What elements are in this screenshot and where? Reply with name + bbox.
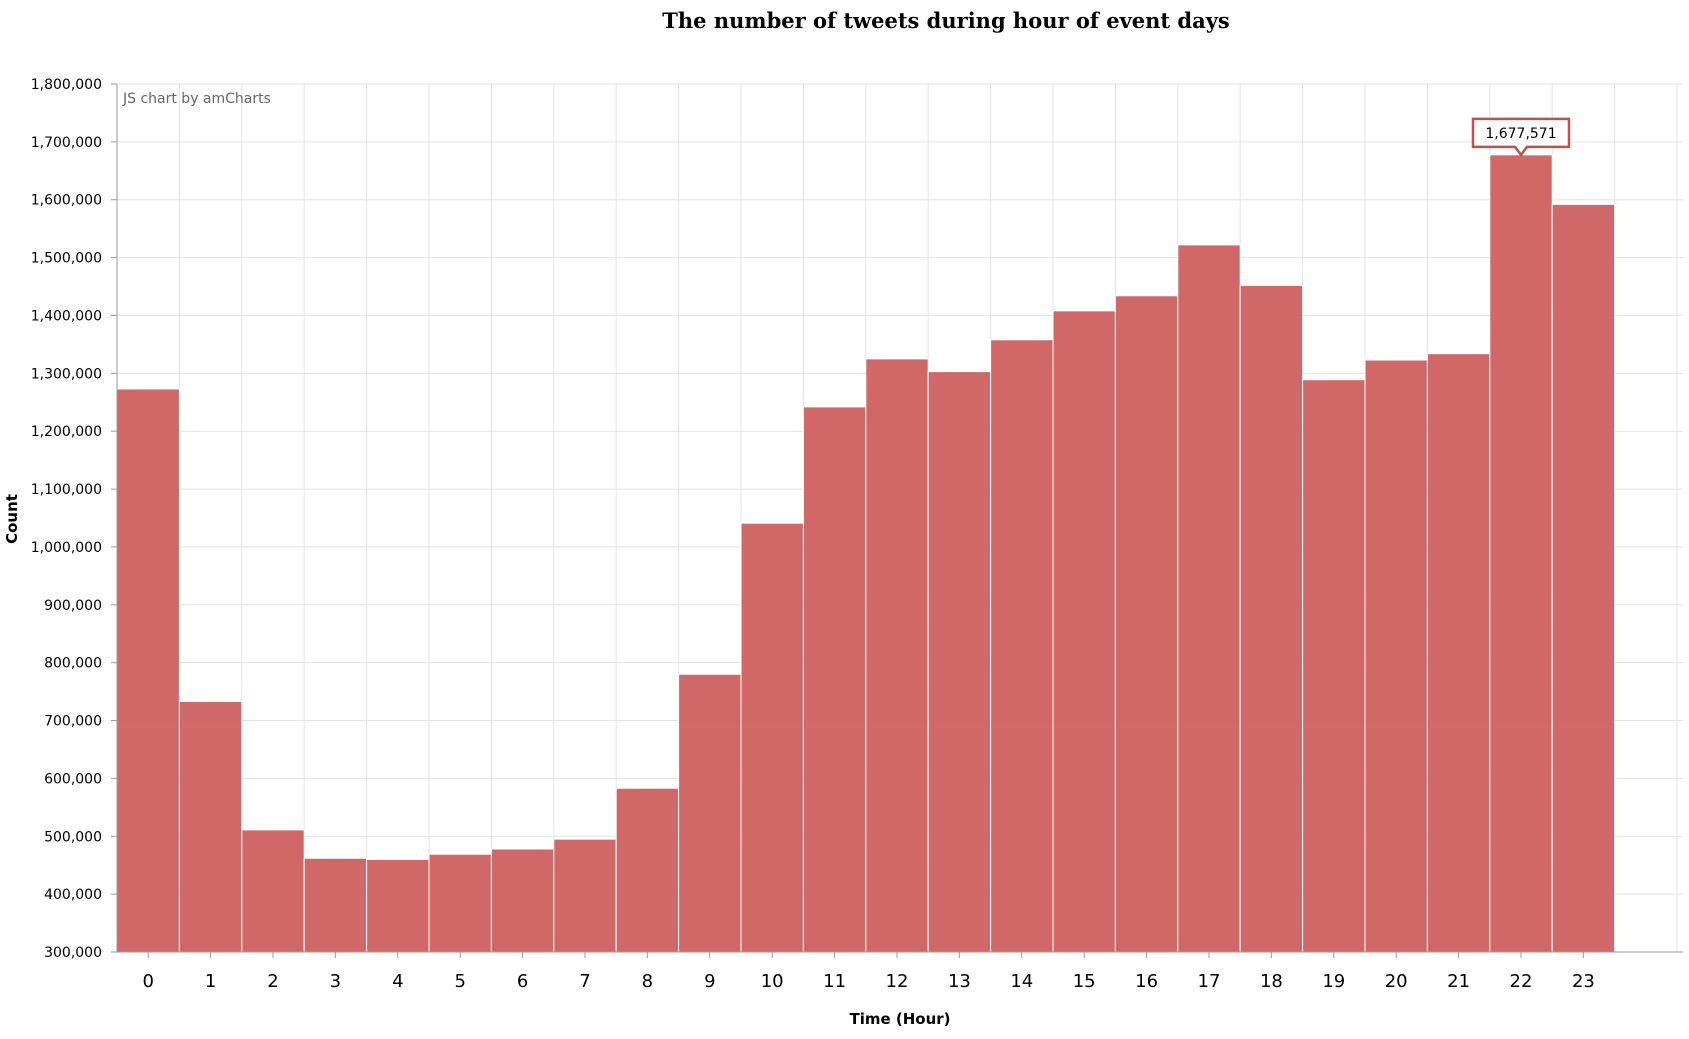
x-tick-label: 12 <box>886 971 909 992</box>
y-tick-label: 1,300,000 <box>31 366 102 382</box>
bar-hour-2[interactable] <box>241 829 305 953</box>
y-tick-label: 700,000 <box>44 714 102 730</box>
value-tooltip: 1,677,571 <box>1471 117 1571 157</box>
bar-hour-16[interactable] <box>1114 295 1179 953</box>
chart-title: The number of tweets during hour of even… <box>662 8 1229 33</box>
bar-hour-19[interactable] <box>1302 379 1366 953</box>
x-tick-label: 9 <box>704 971 715 992</box>
bar-hour-11[interactable] <box>802 406 867 953</box>
x-tick-label: 5 <box>454 971 465 992</box>
x-tick-label: 4 <box>392 971 403 992</box>
x-axis-title: Time (Hour) <box>849 1010 950 1028</box>
bar-hour-13[interactable] <box>927 371 992 953</box>
x-tick-label: 14 <box>1010 971 1033 992</box>
y-tick-label: 1,000,000 <box>31 540 102 556</box>
bar-hour-7[interactable] <box>553 838 617 953</box>
bar-hour-20[interactable] <box>1364 359 1428 953</box>
bar-hour-12[interactable] <box>865 358 929 953</box>
bar-hour-21[interactable] <box>1426 353 1491 953</box>
axes <box>116 84 1683 953</box>
x-tick-label: 20 <box>1385 971 1408 992</box>
x-tick-label: 8 <box>642 971 653 992</box>
y-tick-label: 400,000 <box>44 887 102 903</box>
bar-hour-4[interactable] <box>366 858 430 953</box>
x-tick-label: 10 <box>761 971 784 992</box>
x-tick-label: 16 <box>1135 971 1158 992</box>
y-tick-label: 600,000 <box>44 771 102 787</box>
bar-hour-8[interactable] <box>615 787 680 953</box>
x-tick-label: 19 <box>1322 971 1345 992</box>
bar-hour-15[interactable] <box>1052 310 1116 953</box>
x-tick-label: 22 <box>1510 971 1533 992</box>
bar-hour-6[interactable] <box>490 848 555 953</box>
tooltip-value: 1,677,571 <box>1485 126 1556 142</box>
y-tick-label: 500,000 <box>44 829 102 845</box>
y-axis-title: Count <box>3 494 21 544</box>
x-tick-label: 11 <box>823 971 846 992</box>
bar-hour-14[interactable] <box>990 339 1054 953</box>
bar-hour-10[interactable] <box>740 522 804 953</box>
x-tick-label: 18 <box>1260 971 1283 992</box>
x-tick-label: 17 <box>1198 971 1221 992</box>
bar-hour-1[interactable] <box>178 700 243 953</box>
bar-hour-0[interactable] <box>116 388 180 953</box>
x-tick-label: 1 <box>205 971 216 992</box>
bar-hour-22[interactable] <box>1489 154 1553 953</box>
x-tick-label: 3 <box>330 971 341 992</box>
x-tick-label: 7 <box>579 971 590 992</box>
y-tick-label: 1,500,000 <box>31 251 102 267</box>
y-axis-ticks: 300,000 400,000 500,000 600,000 700,000 800,0… <box>31 77 117 961</box>
x-tick-label: 13 <box>948 971 971 992</box>
y-tick-label: 1,400,000 <box>31 308 102 324</box>
bar-hour-9[interactable] <box>678 673 742 953</box>
y-tick-label: 900,000 <box>44 598 102 614</box>
y-tick-label: 1,700,000 <box>31 135 102 151</box>
bar-hour-3[interactable] <box>303 857 368 953</box>
x-tick-label: 15 <box>1073 971 1096 992</box>
amcharts-credit[interactable]: JS chart by amCharts <box>122 91 271 107</box>
y-tick-label: 1,200,000 <box>31 424 102 440</box>
bar-hour-5[interactable] <box>428 853 492 953</box>
y-tick-label: 1,800,000 <box>31 77 102 93</box>
x-tick-label: 0 <box>142 971 153 992</box>
bar-hour-17[interactable] <box>1177 244 1241 953</box>
y-tick-label: 1,600,000 <box>31 193 102 209</box>
y-tick-label: 1,100,000 <box>31 482 102 498</box>
x-tick-label: 21 <box>1447 971 1470 992</box>
y-tick-label: 800,000 <box>44 656 102 672</box>
bars <box>116 154 1616 953</box>
x-tick-label: 6 <box>517 971 528 992</box>
bar-hour-18[interactable] <box>1239 284 1304 953</box>
x-axis-ticks: 0 1 2 3 4 5 6 7 8 9 10 11 12 13 14 15 16 17 18 19 20 21 22 23 <box>142 952 1595 992</box>
bar-hour-23[interactable] <box>1551 203 1616 953</box>
y-tick-label: 300,000 <box>44 945 102 961</box>
x-tick-label: 2 <box>267 971 278 992</box>
x-tick-label: 23 <box>1572 971 1595 992</box>
tooltip-box <box>1471 117 1571 157</box>
